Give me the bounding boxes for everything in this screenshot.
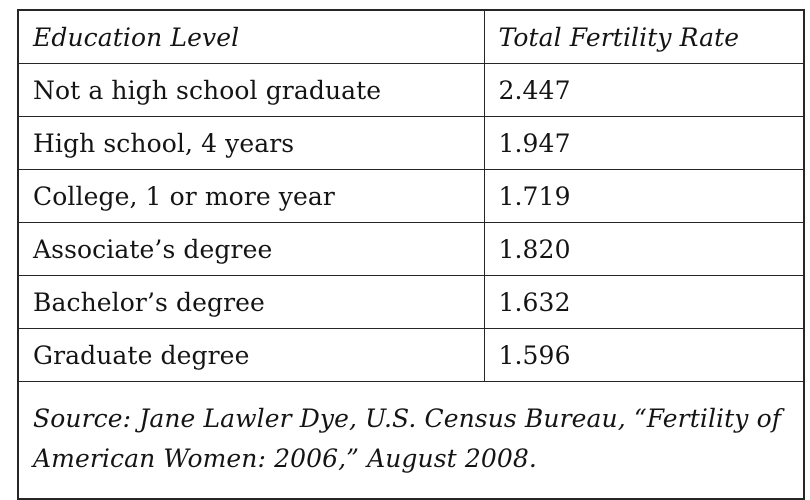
header-row: Education Level Total Fertility Rate (17, 9, 805, 64)
row-value-cell: 1.820 (483, 222, 805, 276)
header-cell-education-level: Education Level (17, 9, 485, 64)
source-row: Source: Jane Lawler Dye, U.S. Census Bur… (17, 381, 805, 500)
row-value-cell: 1.632 (483, 275, 805, 329)
row-label-cell: Bachelor’s degree (17, 275, 485, 329)
table-row: College, 1 or more year 1.719 (17, 169, 805, 223)
row-value-cell: 1.719 (483, 169, 805, 223)
row-label-cell: High school, 4 years (17, 116, 485, 170)
row-value-cell: 2.447 (483, 63, 805, 117)
table-row: Associate’s degree 1.820 (17, 222, 805, 276)
row-label-cell: College, 1 or more year (17, 169, 485, 223)
table-row: Bachelor’s degree 1.632 (17, 275, 805, 329)
row-label-cell: Not a high school graduate (17, 63, 485, 117)
row-value-cell: 1.947 (483, 116, 805, 170)
row-label-cell: Graduate degree (17, 328, 485, 382)
source-note: Source: Jane Lawler Dye, U.S. Census Bur… (17, 381, 805, 500)
table-row: Not a high school graduate 2.447 (17, 63, 805, 117)
table-row: Graduate degree 1.596 (17, 328, 805, 382)
header-cell-total-fertility-rate: Total Fertility Rate (483, 9, 805, 64)
fertility-rate-table: Education Level Total Fertility Rate Not… (17, 9, 805, 500)
row-value-cell: 1.596 (483, 328, 805, 382)
table-row: High school, 4 years 1.947 (17, 116, 805, 170)
row-label-cell: Associate’s degree (17, 222, 485, 276)
